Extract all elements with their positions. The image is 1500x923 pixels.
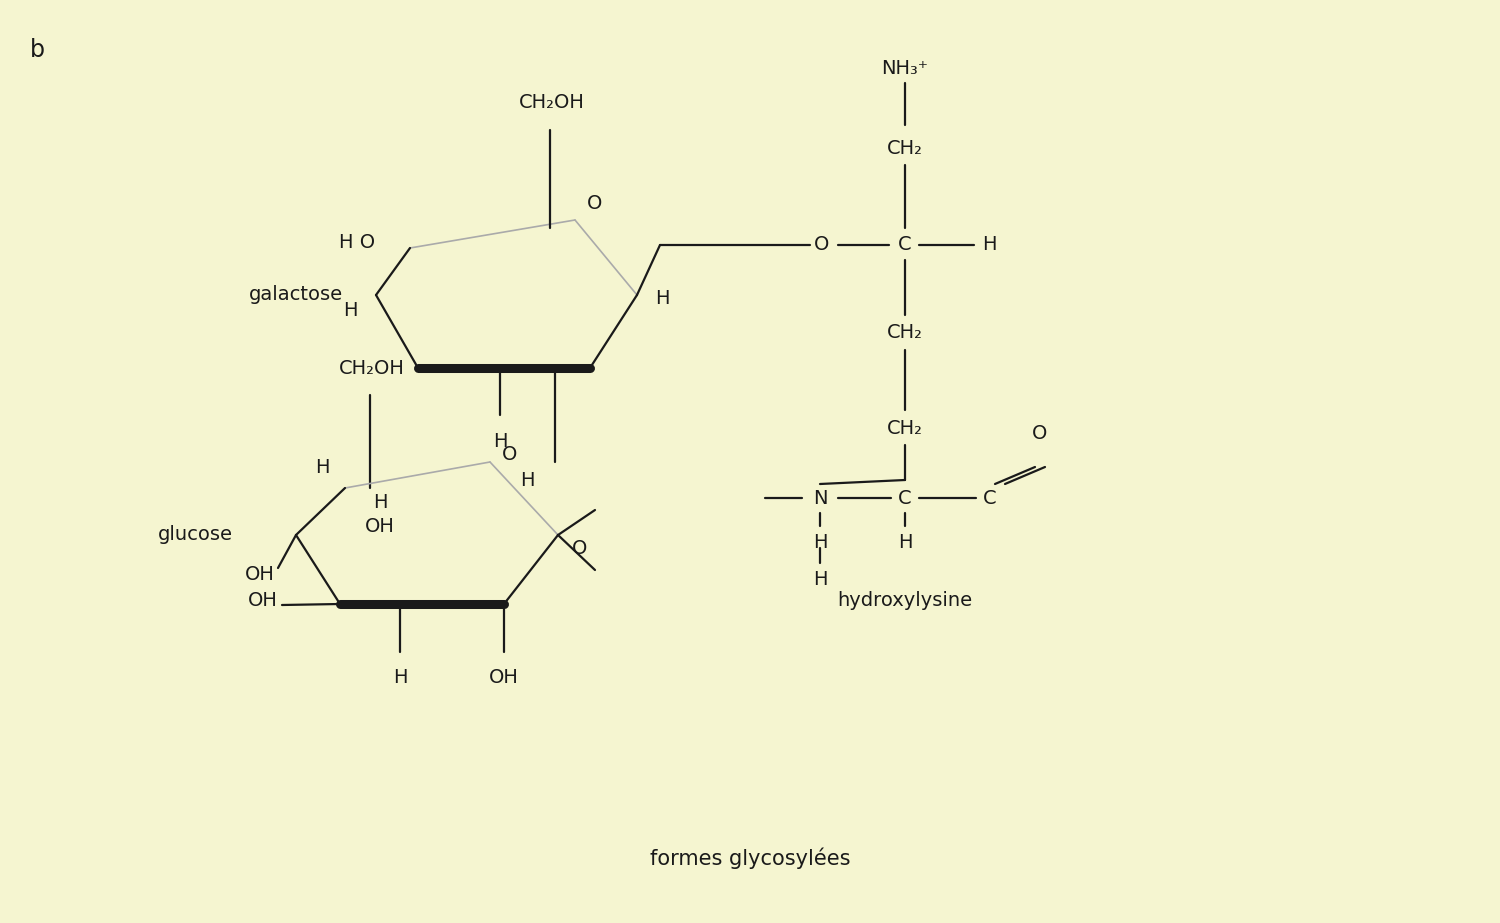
Text: C: C xyxy=(898,235,912,255)
Text: H: H xyxy=(520,471,536,489)
Text: OH: OH xyxy=(489,668,519,687)
Text: H: H xyxy=(982,235,996,255)
Text: glucose: glucose xyxy=(158,525,232,545)
Text: H: H xyxy=(344,301,358,319)
Text: H: H xyxy=(393,668,406,687)
Text: C: C xyxy=(982,488,998,508)
Text: CH₂OH: CH₂OH xyxy=(339,359,405,378)
Text: CH₂: CH₂ xyxy=(886,138,922,158)
Text: b: b xyxy=(30,38,45,62)
Text: OH: OH xyxy=(364,518,394,536)
Text: CH₂OH: CH₂OH xyxy=(519,93,585,112)
Text: H: H xyxy=(315,458,330,477)
Text: O: O xyxy=(815,235,830,255)
Text: H: H xyxy=(897,533,912,552)
Text: H: H xyxy=(492,432,507,451)
Text: H: H xyxy=(372,493,387,511)
Text: CH₂: CH₂ xyxy=(886,322,922,342)
Text: O: O xyxy=(1032,424,1047,443)
Text: O: O xyxy=(572,538,588,557)
Text: H: H xyxy=(813,570,828,589)
Text: OH: OH xyxy=(244,566,274,584)
Text: galactose: galactose xyxy=(249,285,344,305)
Text: H O: H O xyxy=(339,233,375,251)
Text: CH₂: CH₂ xyxy=(886,418,922,438)
Text: H: H xyxy=(656,289,669,307)
Text: O: O xyxy=(503,446,518,464)
Text: N: N xyxy=(813,488,828,508)
Text: C: C xyxy=(898,488,912,508)
Text: formes glycosylées: formes glycosylées xyxy=(650,847,850,869)
Text: hydroxylysine: hydroxylysine xyxy=(837,591,972,609)
Text: NH₃⁺: NH₃⁺ xyxy=(882,58,928,78)
Text: OH: OH xyxy=(248,591,278,609)
Text: H: H xyxy=(813,533,828,552)
Text: O: O xyxy=(586,194,603,213)
